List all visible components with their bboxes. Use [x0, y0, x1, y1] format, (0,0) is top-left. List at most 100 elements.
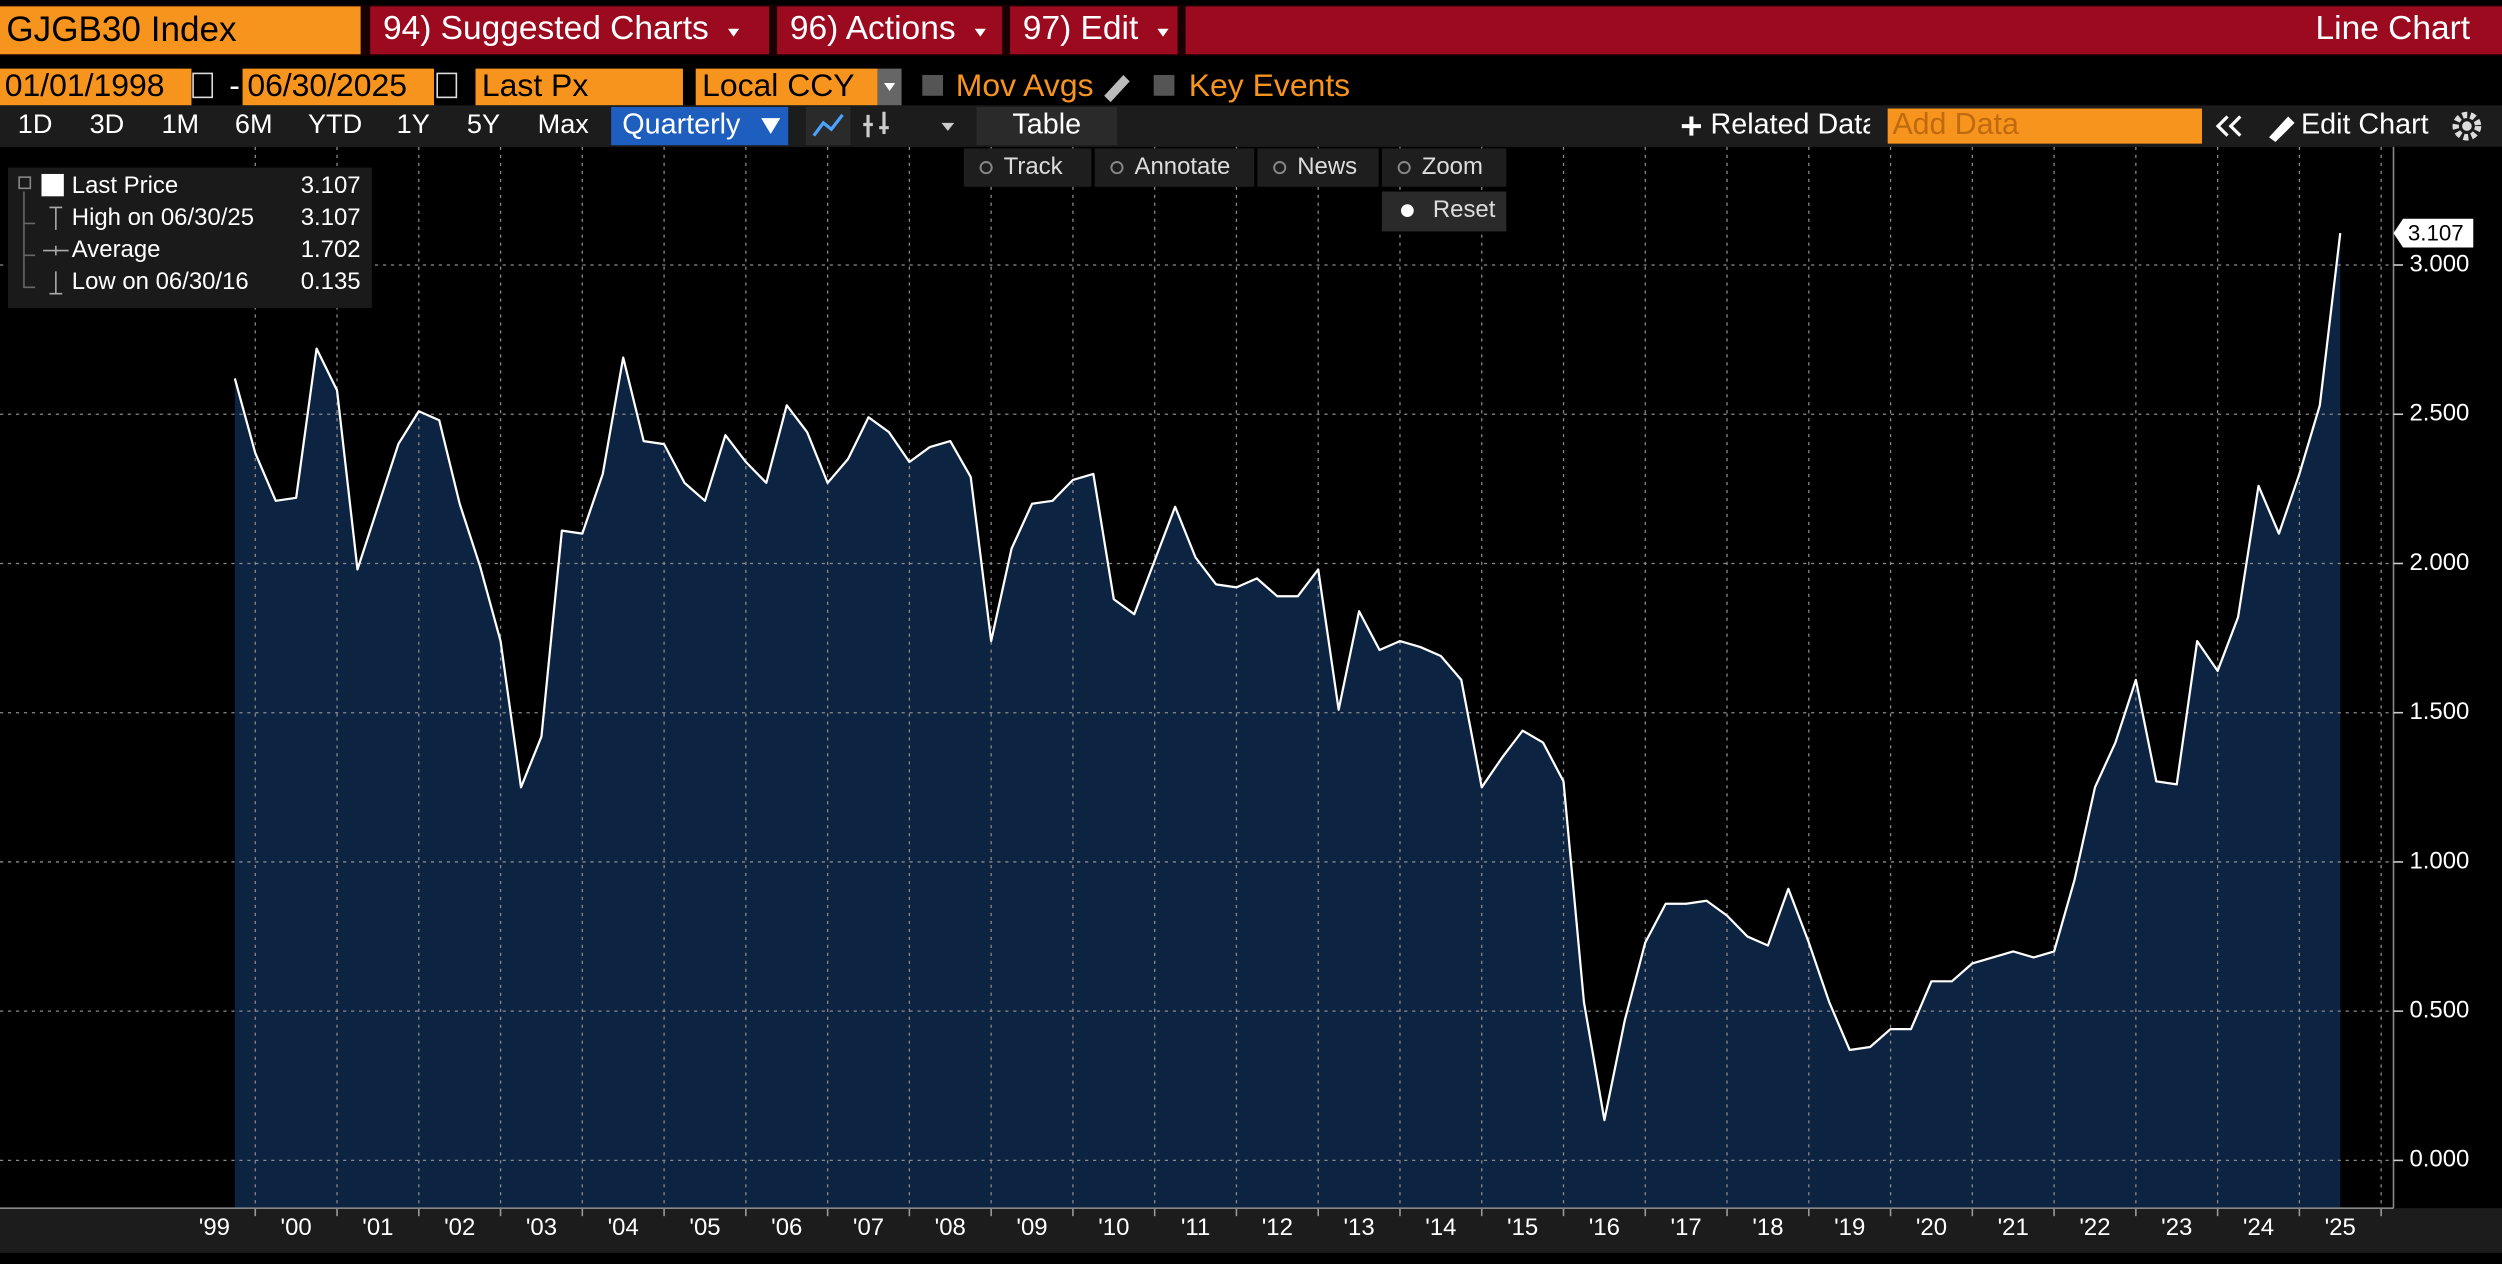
field[interactable]: Last Px [482, 67, 588, 103]
dropdown-arrow [1157, 28, 1169, 37]
x-tick-label: '02 [444, 1214, 475, 1241]
y-tick-label: 2.500 [2409, 400, 2469, 427]
calendar-icon[interactable] [192, 72, 214, 99]
line-icon [812, 113, 844, 137]
calendar-icon[interactable] [436, 72, 458, 99]
menu-box[interactable] [370, 6, 770, 55]
range-button[interactable]: 1M [161, 108, 199, 139]
plus-icon[interactable] [1681, 116, 1701, 136]
range-button[interactable]: YTD [308, 108, 362, 139]
x-tick-label: '03 [526, 1214, 557, 1241]
bar-icon[interactable] [863, 111, 889, 138]
legend-swatch[interactable] [41, 173, 64, 197]
tool[interactable]: Zoom [1422, 153, 1483, 180]
legend-panel [7, 167, 372, 309]
menu[interactable]: 94) Suggested Charts [383, 10, 709, 47]
range-button[interactable]: 1Y [397, 108, 430, 139]
price-line [233, 232, 2342, 1122]
menu[interactable]: 97) Edit [1023, 10, 1139, 47]
menu-box[interactable] [777, 6, 1003, 55]
legend-stat-label: Low on 06/30/16 [72, 268, 249, 295]
add-data-box[interactable] [1887, 108, 2203, 144]
pencil-icon[interactable] [1104, 75, 1130, 103]
pencil-icon[interactable] [2269, 116, 2295, 143]
period[interactable]: Quarterly [622, 109, 741, 141]
y-tick-label: 1.500 [2409, 698, 2469, 725]
start-date-box[interactable] [0, 68, 192, 106]
field-box[interactable] [475, 68, 683, 106]
dropdown-arrow[interactable] [941, 122, 955, 131]
checkbox[interactable] [1153, 75, 1175, 96]
dropdown-arrow [761, 118, 781, 135]
x-tick-label: '21 [1998, 1214, 2029, 1241]
x-tick-label: '05 [689, 1214, 720, 1241]
high-icon [49, 206, 63, 230]
tool[interactable]: Annotate [1135, 153, 1231, 180]
x-tick-label: '99 [199, 1214, 230, 1241]
dropdown-arrow [883, 82, 896, 91]
tool-icon [1273, 161, 1287, 175]
tool[interactable]: News [1297, 153, 1357, 180]
edit-chart[interactable]: Edit Chart [2301, 109, 2429, 141]
range-button[interactable]: 5Y [467, 108, 500, 139]
legend-last-value: 3.107 [301, 172, 361, 199]
option[interactable]: Key Events [1189, 67, 1350, 103]
settings-icon-center [2462, 121, 2472, 131]
reset[interactable]: Reset [1433, 196, 1496, 223]
collapse-box[interactable] [18, 176, 32, 190]
start-date[interactable]: 01/01/1998 [5, 67, 165, 103]
ticker-box[interactable] [0, 6, 361, 55]
low-icon [49, 271, 63, 295]
y-tick-label: 3.000 [2409, 250, 2469, 277]
average-icon [43, 245, 69, 256]
currency-box[interactable] [695, 68, 878, 106]
x-tick-label: '04 [608, 1214, 639, 1241]
dropdown-arrow [974, 28, 986, 37]
legend-stat-value: 0.135 [301, 268, 361, 295]
x-tick-label: '18 [1752, 1214, 1783, 1241]
table[interactable]: Table [1012, 109, 1081, 141]
range-button[interactable]: 6M [235, 108, 273, 139]
range-button[interactable]: Max [538, 108, 590, 139]
x-tick-label: '06 [771, 1214, 802, 1241]
dropdown-arrow [727, 28, 740, 37]
range-button[interactable]: 1D [18, 108, 53, 139]
period-box[interactable] [611, 106, 789, 146]
tool-icon [1397, 161, 1411, 175]
ticker[interactable]: GJGB30 Index [6, 10, 237, 49]
x-tick-label: '16 [1589, 1214, 1620, 1241]
settings-icon[interactable] [2452, 111, 2482, 141]
x-tick-label: '07 [853, 1214, 884, 1241]
x-tick-label: '15 [1507, 1214, 1538, 1241]
x-tick-label: '24 [2243, 1214, 2274, 1241]
x-tick-label: '12 [1262, 1214, 1293, 1241]
chart-kind: Line Chart [2316, 10, 2471, 47]
tool[interactable]: Track [1004, 153, 1063, 180]
overlay: Last Price 3.107 High on 06/30/25 3.107 Av… [7, 148, 1507, 309]
x-tick-label: '17 [1671, 1214, 1702, 1241]
related-data[interactable]: Related Data [1711, 109, 1879, 141]
collapse-icon[interactable] [2215, 115, 2242, 137]
end-date[interactable]: 06/30/2025 [247, 67, 407, 103]
table-button[interactable] [976, 106, 1117, 146]
tool-icon [979, 161, 993, 175]
end-date-box[interactable] [242, 68, 435, 106]
y-tick-label: 2.000 [2409, 549, 2469, 576]
tool-button[interactable] [1094, 148, 1255, 187]
range-button[interactable]: 3D [90, 108, 125, 139]
date-separator: - [229, 67, 240, 103]
x-tick-label: '09 [1016, 1214, 1047, 1241]
tool-button[interactable] [963, 148, 1092, 187]
tool-button[interactable] [1257, 148, 1379, 187]
tool-button[interactable] [1381, 148, 1507, 187]
tool-icon [1110, 161, 1124, 175]
x-axis-band [0, 1208, 2502, 1253]
checkbox[interactable] [922, 75, 944, 96]
add-data[interactable]: Add Data [1892, 108, 2019, 141]
menu[interactable]: 96) Actions [790, 10, 956, 47]
option[interactable]: Mov Avgs [956, 67, 1094, 103]
currency[interactable]: Local CCY [702, 67, 855, 103]
menu-box[interactable] [1010, 6, 1178, 55]
